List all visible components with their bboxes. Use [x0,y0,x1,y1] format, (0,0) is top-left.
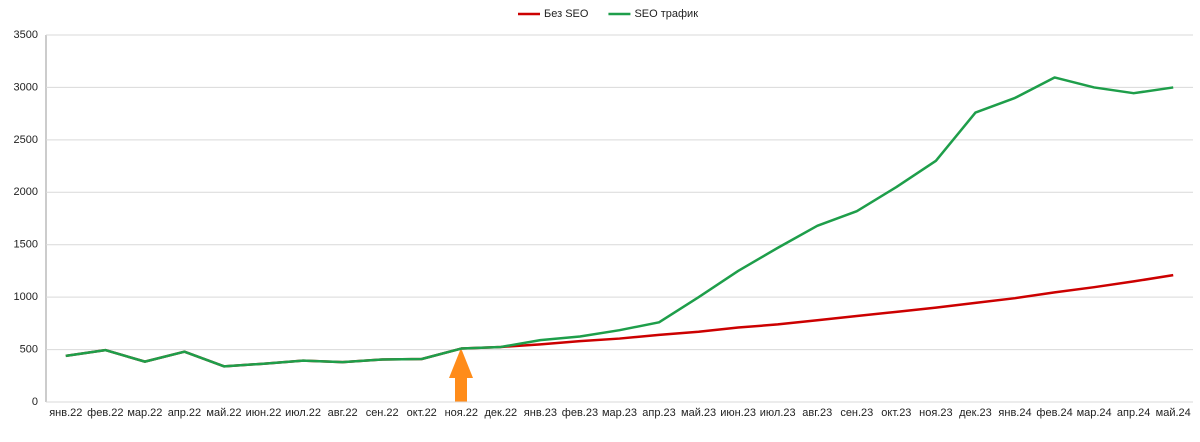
x-tick-label: мар.22 [127,407,162,419]
x-tick-label: авг.23 [802,407,832,419]
x-tick-label: апр.22 [168,407,201,419]
x-tick-label: ноя.22 [445,407,478,419]
x-tick-label: янв.22 [49,407,82,419]
y-tick-label: 1000 [14,291,38,303]
y-tick-label: 0 [32,396,38,408]
x-tick-label: май.22 [206,407,241,419]
x-tick-label: мар.24 [1077,407,1112,419]
x-tick-label: дек.22 [485,407,518,419]
x-tick-label: фев.24 [1036,407,1072,419]
x-tick-label: янв.23 [524,407,557,419]
legend: Без SEO SEO трафик [518,8,698,20]
x-tick-label: апр.24 [1117,407,1150,419]
x-tick-label: июн.22 [246,407,282,419]
x-tick-label: июл.22 [285,407,321,419]
annotation-arrow [449,348,473,402]
x-tick-label: апр.23 [642,407,675,419]
x-tick-label: июл.23 [760,407,796,419]
x-tick-label: мар.23 [602,407,637,419]
legend-label: SEO трафик [634,8,698,20]
x-tick-label: фев.22 [87,407,123,419]
x-tick-label: ноя.23 [919,407,952,419]
legend-label: Без SEO [544,8,589,20]
y-tick-label: 2000 [14,186,38,198]
x-tick-label: май.24 [1156,407,1191,419]
x-tick-label: сен.23 [840,407,873,419]
x-tick-label: май.23 [681,407,716,419]
x-tick-label: авг.22 [328,407,358,419]
y-tick-label: 1500 [14,239,38,251]
x-tick-label: окт.22 [407,407,437,419]
x-tick-label: окт.23 [881,407,911,419]
y-tick-label: 2500 [14,134,38,146]
x-tick-label: дек.23 [959,407,992,419]
x-tick-label: июн.23 [720,407,756,419]
x-tick-label: фев.23 [562,407,598,419]
y-tick-label: 3500 [14,29,38,41]
y-tick-label: 3000 [14,81,38,93]
series-line [65,273,1174,368]
x-tick-label: янв.24 [998,407,1031,419]
x-tick-label: сен.22 [366,407,399,419]
series-line [65,76,1174,368]
y-tick-label: 500 [20,343,38,355]
